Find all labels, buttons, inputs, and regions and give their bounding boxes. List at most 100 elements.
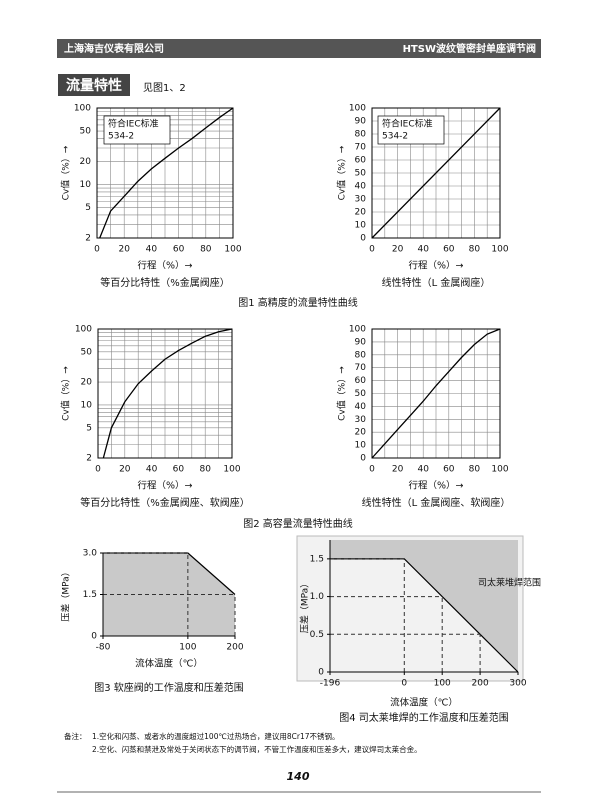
y-axis-label: Cv值（%）→: [336, 366, 348, 421]
y-tick-label: 30: [355, 195, 367, 205]
x-tick-label: 40: [146, 465, 158, 475]
y-tick-label: 1.0: [310, 592, 325, 602]
y-tick-label: 10: [355, 221, 367, 231]
x-tick-label: 20: [119, 465, 131, 475]
x-tick-label: 20: [118, 245, 130, 255]
y-tick-label: 2: [86, 454, 92, 464]
chart-caption: 等百分比特性（%金属阀座）: [100, 276, 230, 289]
y-tick-label: 20: [80, 157, 92, 167]
y-tick-label: 5: [86, 423, 92, 433]
x-tick-label: 200: [472, 679, 489, 689]
x-axis-label: 行程（%）→: [409, 480, 464, 492]
y-tick-label: 50: [355, 169, 367, 179]
y-tick-label: 0.5: [310, 630, 324, 640]
annotation-box: [103, 115, 171, 145]
annotation: 534-2: [108, 132, 134, 142]
x-tick-label: 40: [417, 465, 429, 475]
x-tick-label: 0: [369, 245, 375, 255]
plot-frame: [371, 107, 501, 239]
x-tick-label: 80: [469, 245, 481, 255]
x-tick-label: -80: [96, 643, 111, 653]
x-tick-label: 60: [443, 245, 455, 255]
section-box: [58, 74, 130, 96]
x-tick-label: 100: [491, 465, 508, 475]
x-tick-label: 80: [200, 245, 212, 255]
x-tick-label: 60: [173, 465, 185, 475]
figure-caption: 图1 高精度的流量特性曲线: [238, 296, 358, 309]
y-tick-label: 70: [355, 143, 367, 153]
plot-frame: [371, 328, 501, 459]
x-tick-label: 100: [223, 465, 240, 475]
range-fill: [330, 540, 518, 672]
notes-label: 备注：: [64, 731, 87, 741]
y-tick-label: 2: [85, 234, 91, 244]
y-tick-label: 20: [355, 208, 367, 218]
y-axis-label: Cv值（%）→: [60, 366, 72, 421]
section-title: 流量特性: [66, 77, 122, 94]
y-tick-label: 10: [81, 400, 93, 410]
x-tick-label: 0: [95, 465, 101, 475]
x-tick-label: 0: [94, 245, 100, 255]
x-tick-label: 80: [199, 465, 211, 475]
plot-frame: [97, 328, 233, 459]
y-axis-label: 压差（MPa）: [299, 579, 311, 633]
y-axis-label: Cv值（%）→: [336, 145, 348, 200]
y-tick-label: 0: [360, 454, 366, 464]
y-axis-label: 压差（MPa）: [60, 567, 72, 621]
y-tick-label: 1.5: [310, 554, 324, 564]
y-tick-label: 5: [85, 203, 91, 213]
annotation: 符合IEC标准: [382, 118, 433, 130]
x-tick-label: 0: [401, 679, 407, 689]
section-reference: 见图1、2: [143, 82, 186, 94]
chart-caption: 图3 软座阀的工作温度和压差范围: [94, 681, 244, 694]
y-tick-label: 0: [318, 668, 324, 678]
x-tick-label: 100: [179, 643, 196, 653]
x-tick-label: 40: [146, 245, 158, 255]
x-tick-label: 200: [226, 643, 243, 653]
y-tick-label: 0: [91, 632, 97, 642]
chart-caption: 线性特性（L 金属阀座）: [382, 276, 491, 289]
page-number: 140: [287, 770, 310, 783]
note: 2.空化、闪蒸和禁泄及常处于关闭状态下的调节阀，不管工作温度和压差多大，建议焊司…: [92, 744, 422, 754]
header-bar: [57, 39, 541, 58]
x-tick-label: 100: [491, 245, 508, 255]
y-tick-label: 60: [355, 156, 367, 166]
y-tick-label: 90: [355, 117, 367, 127]
flow-curve: [102, 328, 233, 459]
y-tick-label: 10: [355, 441, 367, 451]
y-tick-label: 50: [80, 127, 92, 137]
product-name: HTSW波纹管密封单座调节阀: [403, 42, 536, 55]
y-tick-label: 50: [81, 347, 93, 357]
figure-caption: 图2 高容量流量特性曲线: [243, 517, 353, 530]
chart-caption: 图4 司太莱堆焊的工作温度和压差范围: [339, 711, 509, 724]
annotation: 符合IEC标准: [108, 118, 159, 130]
x-tick-label: 20: [392, 465, 404, 475]
x-axis-label: 行程（%）→: [138, 260, 193, 272]
y-tick-label: 3.0: [83, 549, 98, 559]
annotation: 司太莱堆焊范围: [478, 577, 541, 589]
y-tick-label: 80: [355, 350, 367, 360]
y-tick-label: 40: [355, 402, 367, 412]
flow-curve: [371, 328, 501, 459]
x-axis-label: 行程（%）→: [409, 260, 464, 272]
y-tick-label: 100: [74, 104, 91, 114]
y-tick-label: 60: [355, 376, 367, 386]
y-tick-label: 50: [355, 389, 367, 399]
company-name: 上海海吉仪表有限公司: [64, 42, 164, 55]
annotation-box: [377, 115, 445, 145]
x-tick-label: 60: [173, 245, 185, 255]
flow-curve: [99, 107, 234, 239]
x-tick-label: -196: [320, 679, 341, 689]
x-tick-label: 100: [224, 245, 241, 255]
y-tick-label: 100: [349, 104, 366, 114]
x-tick-label: 20: [392, 245, 404, 255]
x-tick-label: 0: [369, 465, 375, 475]
y-tick-label: 0: [360, 234, 366, 244]
y-tick-label: 40: [355, 182, 367, 192]
y-tick-label: 100: [349, 325, 366, 335]
annotation: 534-2: [382, 132, 408, 142]
x-axis-label: 流体温度（℃）: [390, 697, 458, 709]
plot-frame: [96, 107, 234, 239]
